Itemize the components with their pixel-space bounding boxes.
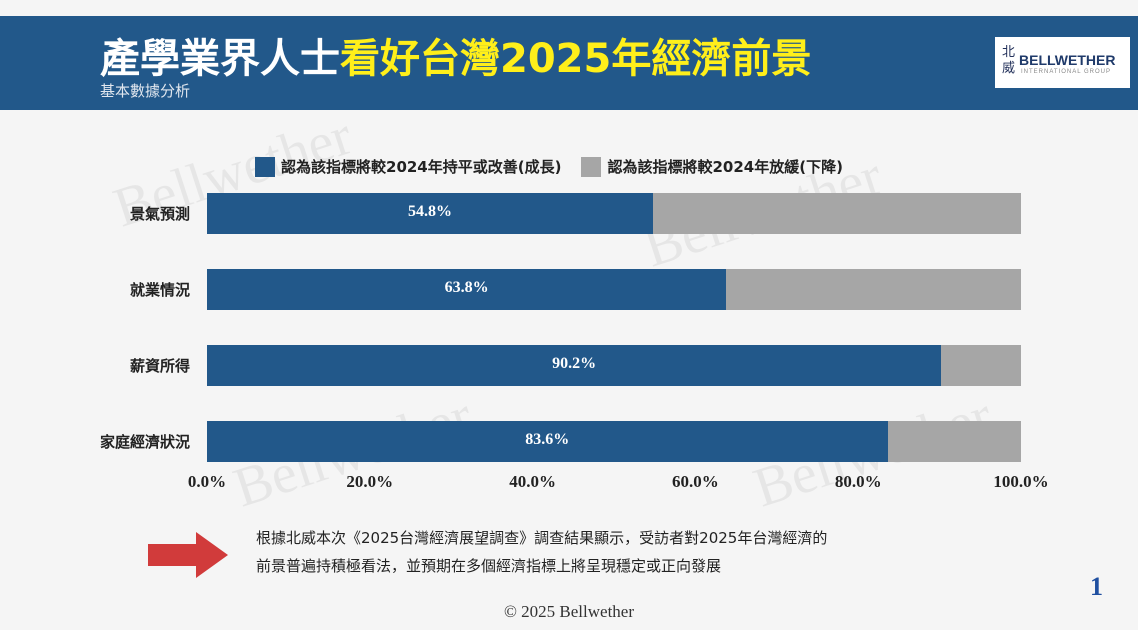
x-tick-label: 40.0% [509, 472, 556, 491]
x-tick-label: 20.0% [346, 472, 394, 491]
bar-growth [207, 269, 727, 310]
bar-growth [207, 345, 942, 386]
note-line: 前景普遍持積極看法，並預期在多個經濟指標上將呈現穩定或正向發展 [256, 557, 722, 575]
category-label: 家庭經濟狀況 [99, 433, 190, 451]
title-highlight: 看好台灣2025年經濟前景 [340, 36, 812, 82]
legend-label: 認為該指標將較2024年放緩(下降) [607, 158, 843, 176]
bellwether-logo: 北威 BELLWETHER INTERNATIONAL GROUP [995, 37, 1130, 88]
legend-label: 認為該指標將較2024年持平或改善(成長) [281, 158, 562, 176]
category-label: 就業情況 [129, 281, 190, 299]
copyright: © 2025 Bellwether [504, 602, 634, 621]
data-label: 90.2% [552, 355, 597, 372]
x-tick-label: 0.0% [187, 472, 227, 491]
bar-decline [887, 421, 1021, 462]
page-number: 1 [1090, 572, 1103, 601]
subtitle: 基本數據分析 [100, 82, 191, 100]
logo-en: BELLWETHER [1019, 52, 1116, 68]
legend-item: 認為該指標將較2024年放緩(下降) [581, 156, 843, 177]
header-band [0, 16, 1138, 110]
data-label: 63.8% [444, 279, 489, 296]
bar-growth [207, 193, 654, 234]
chart-legend: 認為該指標將較2024年持平或改善(成長) 認為該指標將較2024年放緩(下降) [255, 156, 843, 177]
note-line: 根據北威本次《2025台灣經濟展望調查》調查結果顯示，受訪者對2025年台灣經濟… [256, 529, 828, 547]
x-tick-label: 80.0% [834, 472, 882, 491]
bar-growth [207, 421, 888, 462]
data-label: 54.8% [408, 203, 453, 220]
x-tick-label: 100.0% [993, 472, 1049, 491]
legend-swatch [581, 156, 602, 177]
bar-decline [726, 269, 1021, 310]
bar-decline [653, 193, 1021, 234]
page-title: 產學業界人士看好台灣2025年經濟前景 [100, 26, 811, 84]
bar-decline [941, 345, 1021, 386]
category-label: 薪資所得 [129, 357, 190, 375]
summary-note: 根據北威本次《2025台灣經濟展望調查》調查結果顯示，受訪者對2025年台灣經濟… [256, 524, 827, 580]
logo-en2: INTERNATIONAL GROUP [1021, 69, 1112, 75]
x-tick-label: 60.0% [672, 472, 719, 491]
category-label: 景氣預測 [129, 205, 190, 223]
arrow-right-icon [148, 532, 228, 578]
legend-swatch [255, 156, 275, 177]
title-white: 產學業界人士 [100, 36, 340, 82]
legend-item: 認為該指標將較2024年持平或改善(成長) [255, 156, 561, 177]
data-label: 83.6% [525, 431, 570, 448]
logo-cn: 北威 [1002, 44, 1016, 75]
